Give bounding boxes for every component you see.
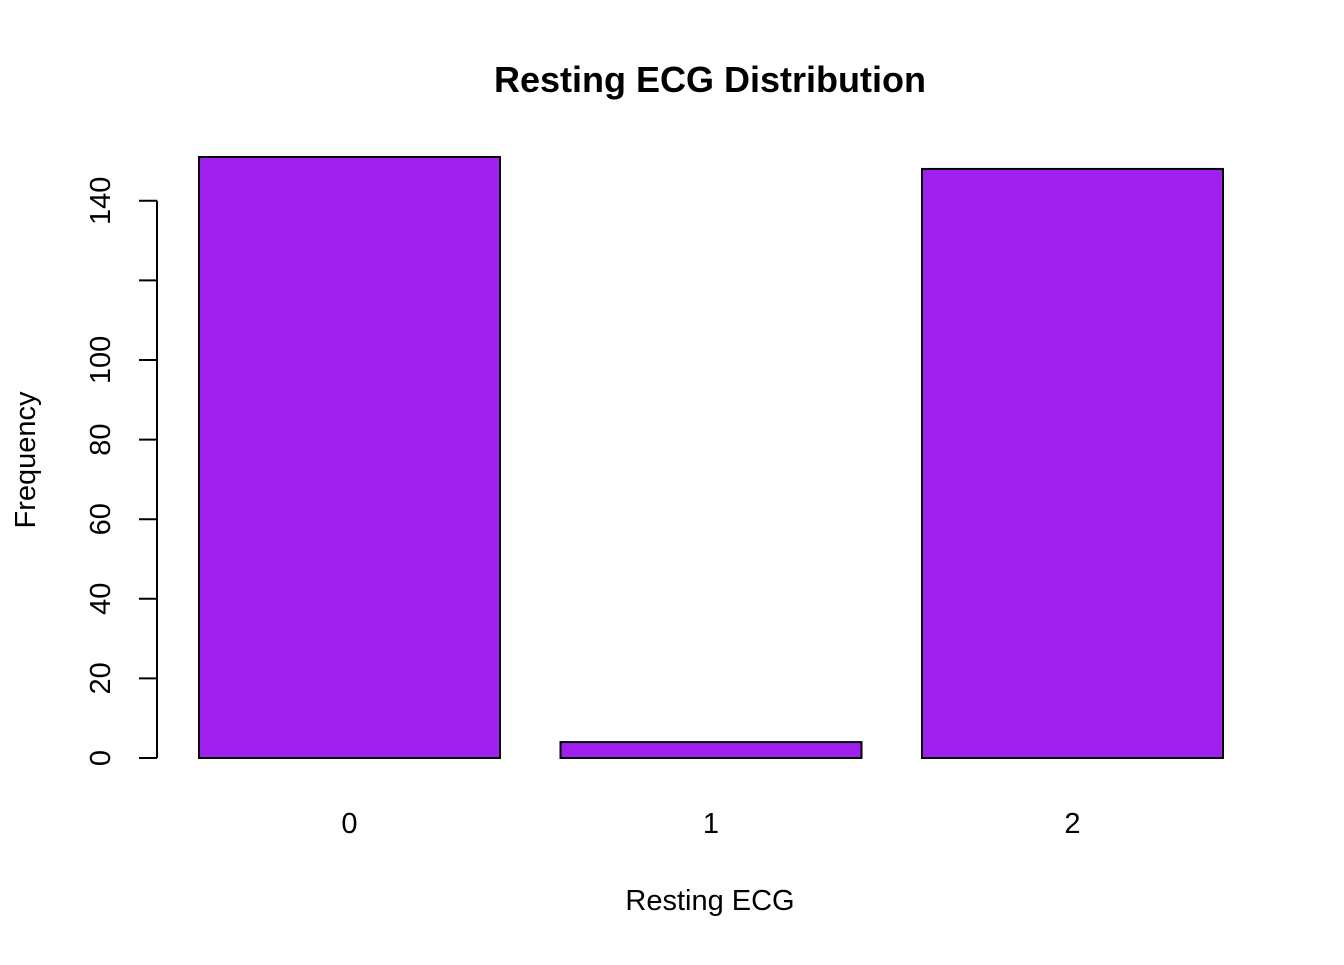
bar-2	[921, 167, 1224, 760]
y-tick-label: 80	[85, 423, 117, 455]
y-tick-label: 40	[85, 583, 117, 615]
bar-0	[198, 156, 501, 759]
x-axis-tick-labels: 0 1 2	[341, 808, 1080, 840]
y-tick-label: 60	[85, 503, 117, 535]
x-tick-label: 2	[1064, 808, 1080, 840]
x-axis-label: Resting ECG	[625, 885, 794, 917]
bars-layer	[198, 156, 1224, 760]
y-axis-label: Frequency	[10, 391, 42, 529]
x-tick-label: 0	[341, 808, 357, 840]
y-tick-label: 0	[85, 750, 117, 766]
y-tick-label: 20	[85, 662, 117, 694]
y-axis: 0 20 40 60 80 100 140	[85, 177, 158, 766]
bar-1	[559, 741, 863, 759]
chart-title: Resting ECG Distribution	[494, 59, 926, 100]
y-tick-label: 100	[85, 336, 117, 384]
y-tick-label: 140	[85, 177, 117, 225]
x-tick-label: 1	[703, 808, 719, 840]
